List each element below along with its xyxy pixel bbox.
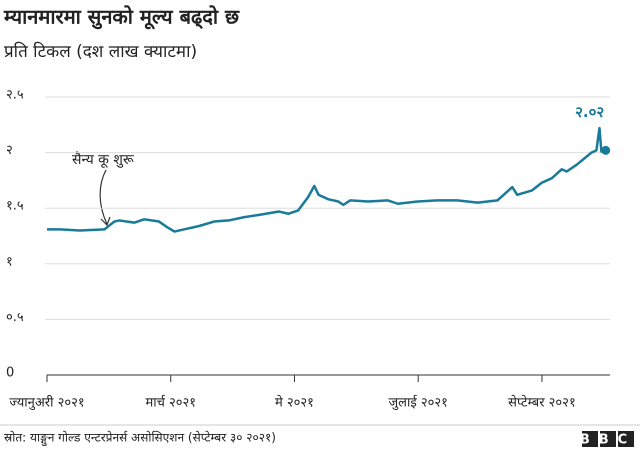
end-dot bbox=[601, 145, 611, 155]
x-tick-label: मे २०२१ bbox=[275, 395, 314, 411]
y-tick-label: १ bbox=[6, 254, 13, 269]
source: स्रोत: याङ्गुन गोल्ड एन्टरप्रेनर्स असोसि… bbox=[4, 431, 276, 447]
line bbox=[47, 126, 606, 233]
y-tick-label: १.५ bbox=[6, 199, 24, 214]
x-tick-label: ज्यानुअरी २०२१ bbox=[9, 395, 84, 411]
annotation-arrow bbox=[99, 169, 111, 227]
y-tick-label: ०.५ bbox=[6, 310, 24, 325]
logo: BBC bbox=[580, 431, 636, 448]
y-tick-label: २.५ bbox=[6, 88, 24, 103]
x-tick-label: मार्च २०२१ bbox=[145, 395, 196, 411]
x-tick-label: जुलाई २०२१ bbox=[389, 395, 448, 411]
y-tick-label: 0 bbox=[6, 366, 14, 381]
logo-box bbox=[618, 431, 634, 447]
y-tick-label: २ bbox=[6, 143, 13, 158]
logo-text: BBC bbox=[580, 433, 636, 448]
chart-title: म्यानमारमा सुनको मूल्य बढ्दो छ bbox=[3, 5, 240, 30]
logo-box bbox=[600, 431, 616, 447]
chart-subtitle: प्रति टिकल (दश लाख क्याटमा) bbox=[4, 41, 197, 62]
annotation: सैन्य कू शुरू bbox=[72, 151, 135, 168]
x-tick-label: सेप्टेम्बर २०२१ bbox=[508, 395, 576, 411]
end-label: २.०२ bbox=[575, 103, 604, 121]
logo-box bbox=[582, 431, 598, 447]
